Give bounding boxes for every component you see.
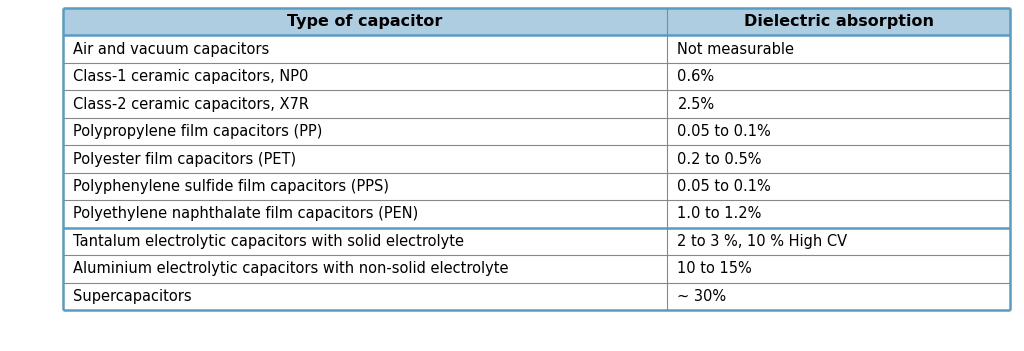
Text: Class-1 ceramic capacitors, NP0: Class-1 ceramic capacitors, NP0 bbox=[74, 69, 308, 84]
Text: Not measurable: Not measurable bbox=[678, 42, 795, 57]
Text: Tantalum electrolytic capacitors with solid electrolyte: Tantalum electrolytic capacitors with so… bbox=[74, 234, 464, 249]
Text: Class-2 ceramic capacitors, X7R: Class-2 ceramic capacitors, X7R bbox=[74, 97, 309, 112]
Bar bbox=[63, 90, 1010, 118]
Text: Polypropylene film capacitors (PP): Polypropylene film capacitors (PP) bbox=[74, 124, 323, 139]
Bar bbox=[63, 200, 1010, 228]
Text: Polyethylene naphthalate film capacitors (PEN): Polyethylene naphthalate film capacitors… bbox=[74, 206, 419, 221]
Text: Polyester film capacitors (PET): Polyester film capacitors (PET) bbox=[74, 152, 296, 166]
Bar bbox=[63, 228, 1010, 255]
Text: ~ 30%: ~ 30% bbox=[678, 289, 727, 304]
Bar bbox=[63, 35, 1010, 63]
Bar bbox=[63, 255, 1010, 283]
Text: 0.6%: 0.6% bbox=[678, 69, 715, 84]
Text: Aluminium electrolytic capacitors with non-solid electrolyte: Aluminium electrolytic capacitors with n… bbox=[74, 261, 509, 276]
Text: 0.05 to 0.1%: 0.05 to 0.1% bbox=[678, 179, 771, 194]
Text: 2.5%: 2.5% bbox=[678, 97, 715, 112]
Text: 10 to 15%: 10 to 15% bbox=[678, 261, 753, 276]
Bar bbox=[63, 173, 1010, 200]
Bar bbox=[63, 283, 1010, 310]
Bar bbox=[63, 8, 1010, 35]
Bar bbox=[63, 145, 1010, 173]
Text: 2 to 3 %, 10 % High CV: 2 to 3 %, 10 % High CV bbox=[678, 234, 848, 249]
Text: 0.05 to 0.1%: 0.05 to 0.1% bbox=[678, 124, 771, 139]
Bar bbox=[63, 118, 1010, 145]
Bar bbox=[63, 63, 1010, 90]
Text: 1.0 to 1.2%: 1.0 to 1.2% bbox=[678, 206, 762, 221]
Text: Polyphenylene sulfide film capacitors (PPS): Polyphenylene sulfide film capacitors (P… bbox=[74, 179, 389, 194]
Text: Type of capacitor: Type of capacitor bbox=[288, 14, 442, 29]
Text: Dielectric absorption: Dielectric absorption bbox=[743, 14, 934, 29]
Text: Supercapacitors: Supercapacitors bbox=[74, 289, 191, 304]
Text: Air and vacuum capacitors: Air and vacuum capacitors bbox=[74, 42, 269, 57]
Text: 0.2 to 0.5%: 0.2 to 0.5% bbox=[678, 152, 762, 166]
